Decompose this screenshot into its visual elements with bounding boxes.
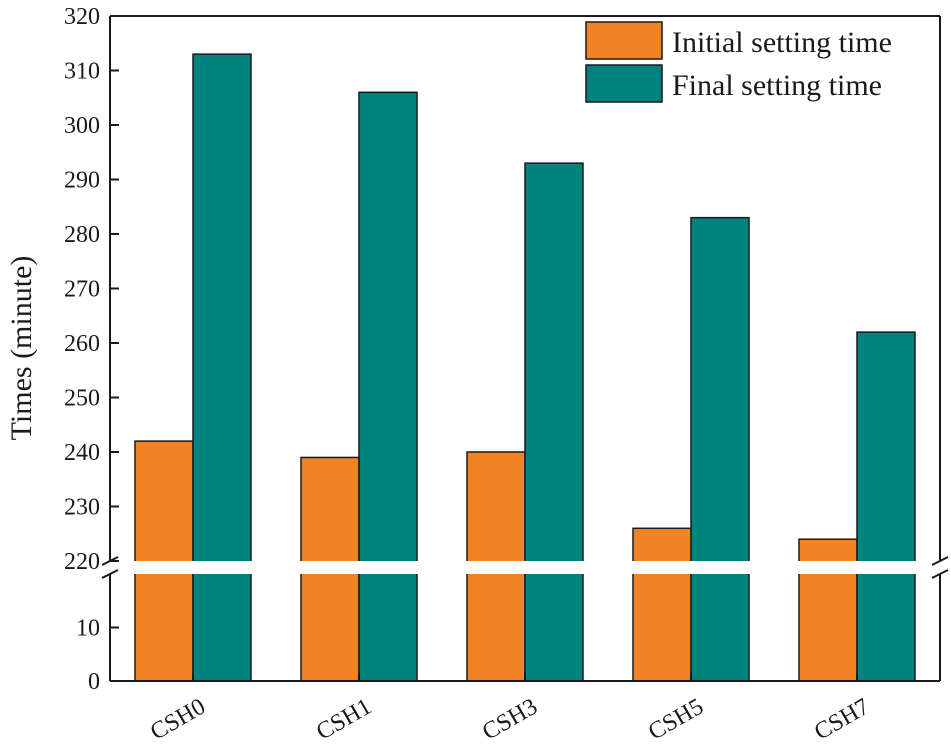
y-tick-label: 300 [64, 113, 100, 139]
y-tick-label: 310 [64, 59, 100, 85]
break-mark-left-1 [101, 556, 119, 566]
y-tick-label: 320 [64, 4, 100, 30]
bar-csh5-initial [632, 527, 692, 682]
x-category-label: CSH3 [478, 694, 542, 746]
bar-csh1-final [358, 91, 418, 682]
y-tick-label: 230 [64, 495, 100, 521]
bar-csh7-final [856, 331, 916, 682]
y-tick-label: 220 [64, 549, 100, 575]
break-mark-right-1 [931, 556, 949, 566]
x-category-label: CSH0 [146, 694, 210, 746]
y-tick-label: 280 [64, 222, 100, 248]
bar-csh5-final [690, 216, 750, 682]
y-ticks-layer: 220 230 240 250 260 270 280 290 300 310 320 0 10 [64, 4, 119, 695]
y-tick-label: 240 [64, 440, 100, 466]
x-category-label: CSH7 [810, 694, 874, 746]
legend-label-final: Final setting time [672, 69, 882, 102]
legend: Initial setting time Final setting time [585, 21, 892, 103]
axis-break-band [104, 561, 946, 574]
break-mark-left-2 [101, 569, 119, 579]
y-tick-label: 270 [64, 277, 100, 303]
x-category-label: CSH5 [644, 694, 708, 746]
y-tick-label: 260 [64, 331, 100, 357]
legend-label-initial: Initial setting time [672, 26, 892, 59]
bar-csh3-final [524, 162, 584, 682]
y-tick-label: 250 [64, 386, 100, 412]
y-axis-title: Times (minute) [5, 256, 38, 441]
bar-csh0-final [192, 53, 252, 682]
break-mark-right-2 [931, 569, 949, 579]
x-category-label: CSH1 [312, 694, 376, 746]
plot-frame [101, 15, 949, 682]
bars-layer [104, 53, 946, 682]
category-labels-layer: CSH0 CSH1 CSH3 CSH5 CSH7 [146, 673, 874, 746]
legend-swatch-final [585, 64, 663, 103]
y-tick-label: 0 [88, 669, 100, 695]
y-tick-label: 290 [64, 168, 100, 194]
bar-csh7-initial [798, 538, 858, 682]
legend-swatch-initial [585, 21, 663, 60]
y-tick-label: 10 [76, 616, 100, 642]
